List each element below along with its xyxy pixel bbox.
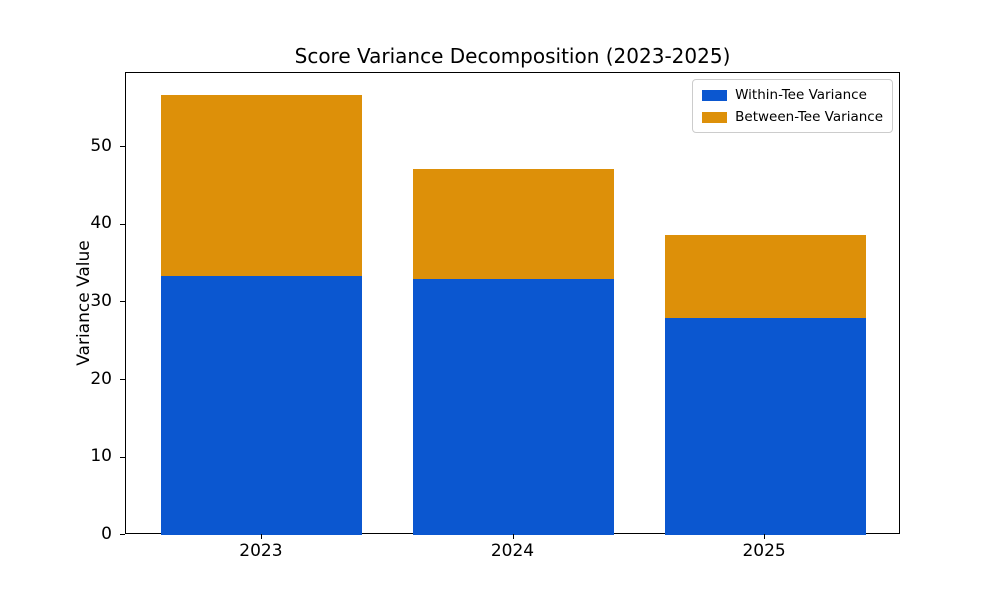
y-tick-label-30: 30	[90, 290, 112, 311]
plot-area: Within-Tee Variance Between-Tee Variance	[125, 72, 900, 535]
y-tick-mark-10	[120, 456, 125, 458]
y-tick-label-40: 40	[90, 213, 112, 234]
x-tick-label-2024: 2024	[490, 541, 535, 561]
y-tick-mark-30	[120, 301, 125, 303]
x-tick-mark-2024	[512, 534, 514, 539]
x-tick-mark-2025	[764, 534, 766, 539]
legend-item-between: Between-Tee Variance	[702, 109, 883, 125]
legend-swatch-between	[702, 111, 728, 123]
legend: Within-Tee Variance Between-Tee Variance	[692, 79, 893, 133]
bar-2023-between	[161, 94, 363, 277]
y-tick-label-20: 20	[90, 368, 112, 389]
y-tick-mark-50	[120, 146, 125, 148]
x-tick-label-2023: 2023	[239, 541, 283, 561]
legend-item-within: Within-Tee Variance	[702, 87, 883, 103]
bar-2025-between	[664, 235, 866, 318]
y-tick-mark-0	[120, 534, 125, 535]
x-tick-mark-2023	[260, 534, 262, 539]
chart-title: Score Variance Decomposition (2023-2025)	[294, 44, 731, 68]
y-tick-label-50: 50	[90, 135, 112, 156]
y-tick-label-10: 10	[90, 446, 112, 466]
bar-2023-within	[161, 276, 363, 535]
y-tick-mark-20	[120, 379, 125, 380]
legend-swatch-within	[702, 89, 728, 101]
legend-label-within: Within-Tee Variance	[735, 87, 867, 103]
bar-2025-within	[664, 318, 866, 535]
x-tick-label-2025: 2025	[742, 541, 786, 561]
bar-2024-within	[412, 279, 615, 535]
bar-2024-between	[412, 169, 615, 280]
y-tick-label-0: 0	[101, 523, 112, 544]
y-tick-mark-40	[120, 223, 125, 225]
legend-label-between: Between-Tee Variance	[735, 109, 883, 125]
